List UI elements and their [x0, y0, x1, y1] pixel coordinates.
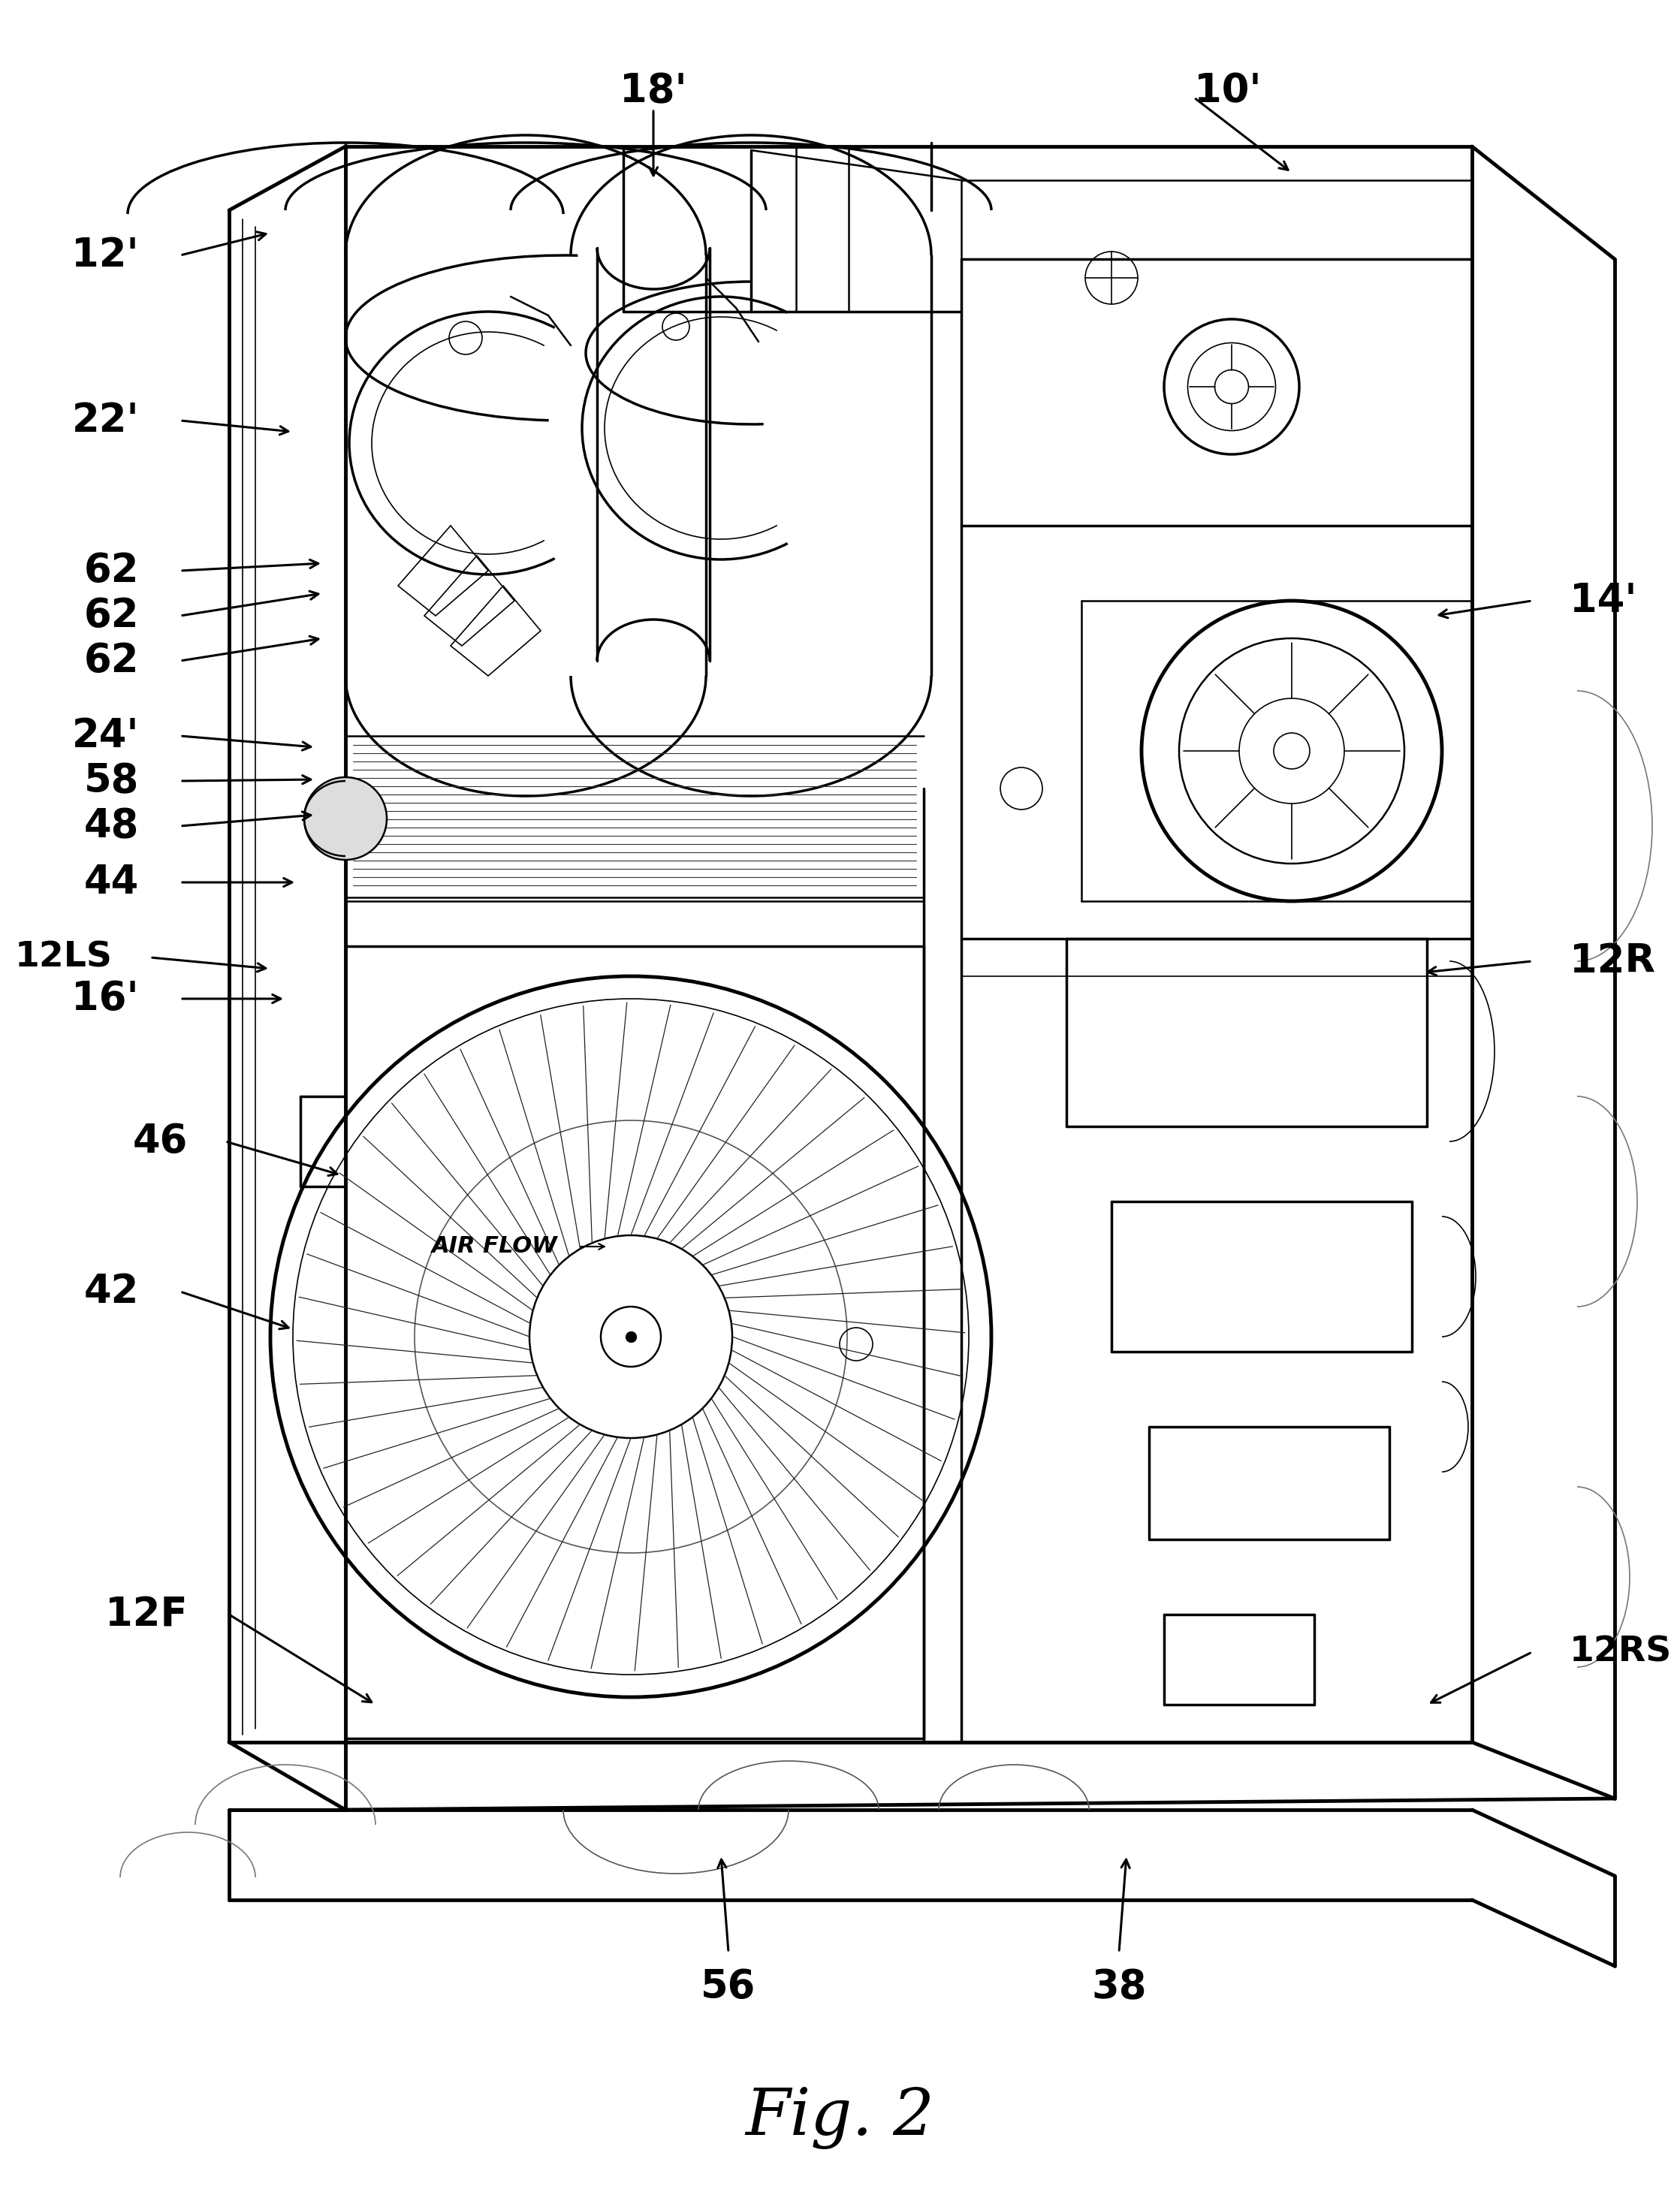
Text: 14': 14' — [1569, 581, 1636, 620]
Text: 44: 44 — [84, 864, 139, 901]
Text: 62: 62 — [84, 642, 139, 680]
Text: 12R: 12R — [1569, 943, 1655, 980]
Text: 62: 62 — [84, 596, 139, 636]
Text: 12LS: 12LS — [15, 940, 113, 975]
Text: 18': 18' — [620, 72, 687, 110]
Text: 58: 58 — [84, 761, 139, 800]
Text: Fig. 2: Fig. 2 — [746, 2087, 934, 2148]
Text: 12F: 12F — [106, 1596, 188, 1633]
Text: 10': 10' — [1194, 72, 1262, 110]
Text: 46: 46 — [133, 1122, 188, 1162]
Text: 12RS: 12RS — [1569, 1635, 1672, 1668]
Circle shape — [304, 778, 386, 859]
Text: 22': 22' — [72, 401, 139, 441]
Text: 62: 62 — [84, 550, 139, 590]
Text: 48: 48 — [84, 807, 139, 846]
Text: 42: 42 — [84, 1271, 139, 1311]
Text: 16': 16' — [72, 980, 139, 1019]
Text: 12': 12' — [72, 237, 139, 274]
Text: 38: 38 — [1092, 1968, 1146, 2006]
Text: 56: 56 — [701, 1968, 756, 2006]
Text: AIR FLOW: AIR FLOW — [432, 1236, 558, 1258]
Text: 24': 24' — [72, 717, 139, 756]
